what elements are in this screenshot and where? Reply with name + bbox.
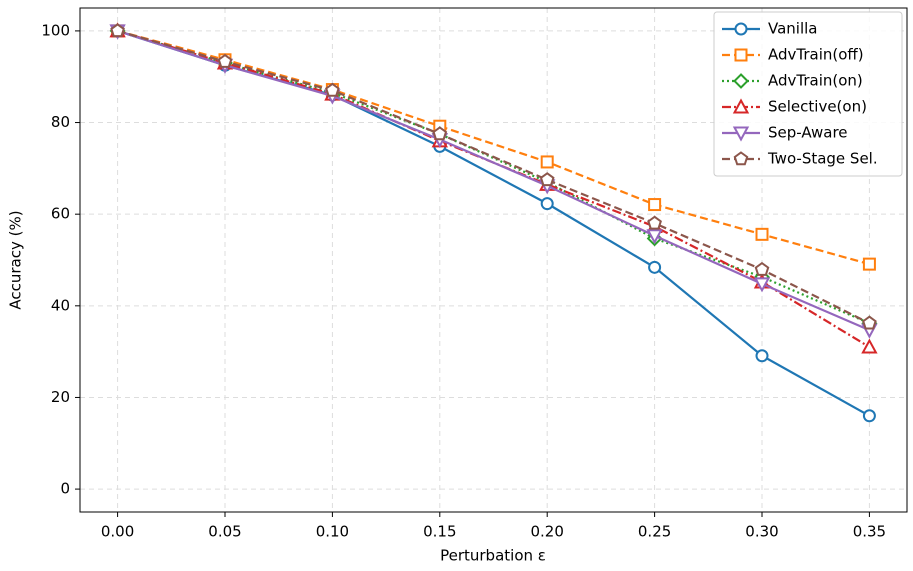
marker [753, 277, 771, 293]
legend-label: AdvTrain(off) [768, 46, 864, 64]
marker [861, 338, 878, 354]
x-tick-label: 0.20 [530, 523, 563, 541]
legend-label: AdvTrain(on) [768, 72, 863, 90]
marker [648, 260, 662, 274]
legend-label: Selective(on) [768, 98, 867, 116]
legend-marker [734, 22, 748, 36]
marker [755, 227, 769, 241]
y-tick-label: 100 [41, 21, 70, 39]
legend-marker [734, 48, 748, 62]
marker [539, 172, 555, 187]
legend-label: Sep-Aware [768, 124, 848, 142]
marker [862, 315, 877, 330]
series-line [117, 29, 870, 325]
marker [647, 215, 662, 230]
x-tick-label: 0.00 [101, 523, 134, 541]
marker [217, 53, 233, 68]
x-tick-label: 0.35 [853, 523, 886, 541]
marker [540, 155, 554, 169]
marker [648, 198, 662, 212]
x-tick-label: 0.25 [638, 523, 671, 541]
x-tick-label: 0.05 [208, 523, 241, 541]
x-tick-label: 0.30 [745, 523, 778, 541]
y-tick-label: 40 [51, 296, 70, 314]
legend-marker [733, 73, 749, 89]
marker [432, 126, 448, 141]
marker [646, 229, 663, 245]
x-axis-label: Perturbation ε [440, 547, 546, 565]
plot-frame [79, 7, 908, 513]
y-axis-label: Accuracy (%) [7, 210, 25, 309]
legend-marker [732, 98, 750, 114]
x-tick-label: 0.15 [423, 523, 456, 541]
legend-box [713, 11, 903, 177]
marker [110, 23, 125, 38]
y-tick-label: 80 [51, 113, 70, 131]
x-tick-label: 0.10 [316, 523, 349, 541]
marker [325, 82, 340, 97]
y-tick-label: 20 [51, 388, 70, 406]
marker [755, 349, 769, 363]
legend-label: Vanilla [768, 20, 818, 38]
marker [540, 197, 554, 211]
marker [862, 257, 876, 271]
marker [862, 409, 876, 423]
legend-marker [732, 126, 750, 142]
marker [754, 261, 770, 276]
legend-label: Two-Stage Sel. [767, 150, 878, 168]
legend-marker [733, 151, 749, 166]
series-line [117, 29, 870, 325]
series-line [117, 29, 870, 332]
y-tick-label: 60 [51, 205, 70, 223]
y-tick-label: 0 [60, 480, 70, 498]
